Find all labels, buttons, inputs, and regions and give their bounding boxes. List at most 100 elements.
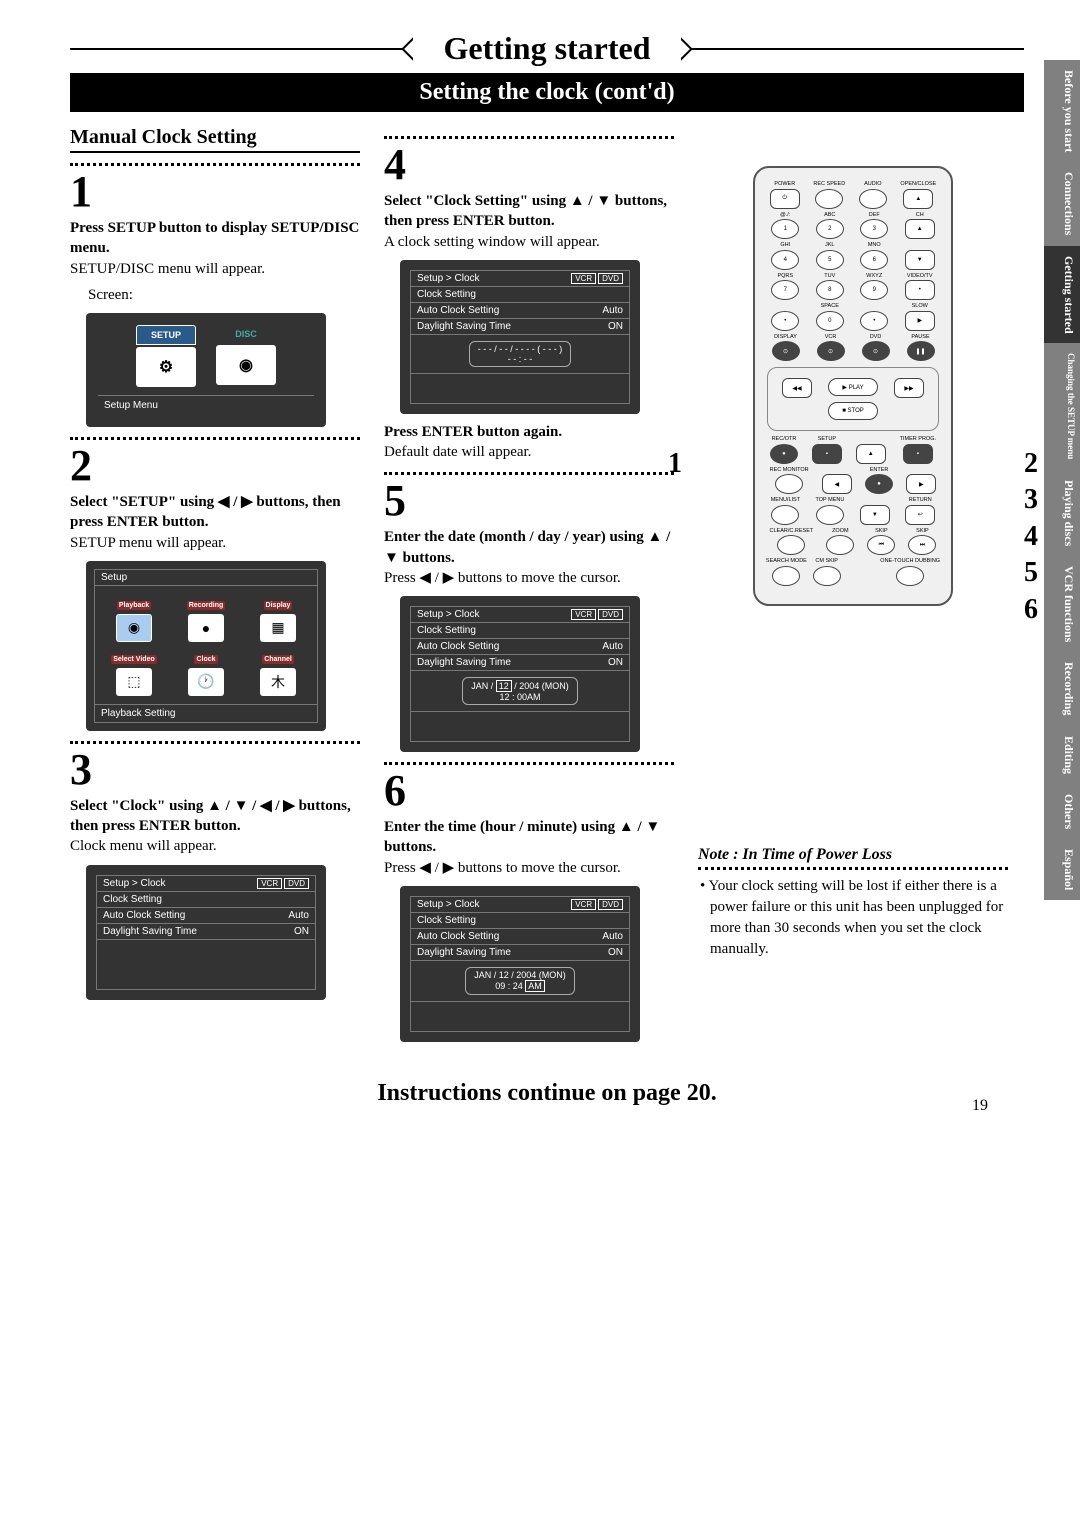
sb-row-dst: Daylight Saving TimeON xyxy=(96,924,316,940)
num-5: 5 xyxy=(816,250,844,270)
sb-header: Setup > Clock VCRDVD xyxy=(96,875,316,892)
zoom-button xyxy=(826,535,854,555)
recmon-button xyxy=(775,474,803,494)
tab-others[interactable]: Others xyxy=(1044,784,1080,839)
page: Getting started Setting the clock (cont'… xyxy=(0,0,1080,1127)
step-2-number: 2 xyxy=(70,444,360,488)
disc-tab: DISC ◉ xyxy=(216,325,276,387)
step-5-text: Press ◀ / ▶ buttons to move the cursor. xyxy=(384,568,674,588)
grid-cell-clock: Clock🕐 xyxy=(173,648,239,696)
step-2-bold: Select "SETUP" using ◀ / ▶ buttons, then… xyxy=(70,492,360,533)
step-5-bold: Enter the date (month / day / year) usin… xyxy=(384,527,674,568)
search-button xyxy=(772,566,800,586)
num-4: 4 xyxy=(771,250,799,270)
play-button: ▶ PLAY xyxy=(828,378,878,396)
tab-connections[interactable]: Connections xyxy=(1044,162,1080,245)
setup-tab-label: SETUP xyxy=(136,325,196,345)
note-text: • Your clock setting will be lost if eit… xyxy=(698,876,1008,960)
clock-screen-1: Setup > Clock VCRDVD Clock Setting Auto … xyxy=(86,865,326,1000)
num-8: 8 xyxy=(816,280,844,300)
column-left: Manual Clock Setting 1 Press SETUP butto… xyxy=(70,126,360,1050)
step-2-text: SETUP menu will appear. xyxy=(70,533,360,553)
tab-before[interactable]: Before you start xyxy=(1044,60,1080,162)
page-number: 19 xyxy=(972,1097,988,1115)
nav-down: ▼ xyxy=(860,505,890,525)
dvd-button: ⊙ xyxy=(862,341,890,361)
return-button: ↩ xyxy=(905,505,935,525)
clock-screen-2: Setup > ClockVCRDVD Clock Setting Auto C… xyxy=(400,260,640,414)
note-divider xyxy=(698,867,1008,870)
ff-button: ▶▶ xyxy=(894,378,924,398)
sb-row-clocksetting: Clock Setting xyxy=(96,892,316,908)
continue-text: Instructions continue on page 20. xyxy=(70,1080,1024,1107)
tab-playing[interactable]: Playing discs xyxy=(1044,470,1080,556)
timer-button: ▪ xyxy=(903,444,933,464)
column-right: 1 2 3 4 5 6 POWER⏻ REC SPEED AUDIO OP xyxy=(698,126,1008,1050)
step-5-number: 5 xyxy=(384,479,674,523)
num-9: 9 xyxy=(860,280,888,300)
divider xyxy=(70,741,360,744)
step-6-text: Press ◀ / ▶ buttons to move the cursor. xyxy=(384,858,674,878)
stop-button: ■ STOP xyxy=(828,402,878,420)
num-1: 1 xyxy=(771,219,799,239)
tab-getting-started[interactable]: Getting started xyxy=(1044,246,1080,344)
tab-setup-menu[interactable]: Changing the SETUP menu xyxy=(1044,343,1080,469)
sb-badges: VCRDVD xyxy=(255,878,309,889)
step-3-text: Clock menu will appear. xyxy=(70,836,360,856)
setup-grid-title: Setup xyxy=(94,569,318,586)
main-title: Getting started xyxy=(413,30,680,67)
step-4-text2: Default date will appear. xyxy=(384,442,674,462)
step-3-bold: Select "Clock" using ▲ / ▼ / ◀ / ▶ butto… xyxy=(70,796,360,837)
setup-grid: Playback◉ Recording● Display▦ Select Vid… xyxy=(94,586,318,705)
num-7: 7 xyxy=(771,280,799,300)
side-tabs: Before you start Connections Getting sta… xyxy=(1044,0,1080,1127)
setup-tab-icon: ⚙ xyxy=(136,347,196,387)
column-middle: 4 Select "Clock Setting" using ▲ / ▼ but… xyxy=(384,126,674,1050)
divider xyxy=(384,136,674,139)
clock-screen-3: Setup > ClockVCRDVD Clock Setting Auto C… xyxy=(400,596,640,752)
grid-cell-channel: Channel⽊ xyxy=(245,648,311,696)
step-1-text: SETUP/DISC menu will appear. xyxy=(70,259,360,279)
num-2: 2 xyxy=(816,219,844,239)
rec-button: ● xyxy=(770,444,798,464)
date-blank: - - - / - - / - - - - ( - - - )- - : - - xyxy=(469,341,571,367)
date-s5: JAN / 12 / 2004 (MON)12 : 00AM xyxy=(462,677,578,705)
grid-cell-selectvideo: Select Video⬚ xyxy=(101,648,167,696)
tab-editing[interactable]: Editing xyxy=(1044,726,1080,784)
ch-up: ▲ xyxy=(905,219,935,239)
clock-screen-4: Setup > ClockVCRDVD Clock Setting Auto C… xyxy=(400,886,640,1042)
date-s6: JAN / 12 / 2004 (MON)09 : 24 AM xyxy=(465,967,575,995)
sb-filler xyxy=(96,940,316,990)
skip-fwd: ⏭ xyxy=(908,535,936,555)
topmenu-button xyxy=(816,505,844,525)
sb-row-auto: Auto Clock SettingAuto xyxy=(96,908,316,924)
clear-button xyxy=(777,535,805,555)
step-6-bold: Enter the time (hour / minute) using ▲ /… xyxy=(384,817,674,858)
setup-button: ▪ xyxy=(812,444,842,464)
sb-breadcrumb: Setup > Clock xyxy=(103,878,166,889)
enter-button: ● xyxy=(865,474,893,494)
header-banner: Getting started xyxy=(70,30,1024,67)
tab-vcr[interactable]: VCR functions xyxy=(1044,556,1080,652)
cmskip-button xyxy=(813,566,841,586)
audio-button xyxy=(859,189,887,209)
columns: Manual Clock Setting 1 Press SETUP butto… xyxy=(70,126,1024,1050)
grid-cell-recording: Recording● xyxy=(173,594,239,642)
tab-espanol[interactable]: Español xyxy=(1044,839,1080,900)
nav-up: ▲ xyxy=(856,444,886,464)
num-6: 6 xyxy=(860,250,888,270)
setup-tab: SETUP ⚙ xyxy=(136,325,196,387)
step-1-bold: Press SETUP button to display SETUP/DISC… xyxy=(70,218,360,259)
setup-grid-screen: Setup Playback◉ Recording● Display▦ Sele… xyxy=(86,561,326,731)
setup-disc-screen: SETUP ⚙ DISC ◉ Setup Menu xyxy=(86,313,326,427)
nav-left: ◀ xyxy=(822,474,852,494)
tab-recording[interactable]: Recording xyxy=(1044,652,1080,725)
rew-button: ◀◀ xyxy=(782,378,812,398)
step-1-number: 1 xyxy=(70,170,360,214)
pause-button: ❚❚ xyxy=(907,341,935,361)
section-title: Manual Clock Setting xyxy=(70,126,360,153)
skip-back: ⏮ xyxy=(867,535,895,555)
openclose-button: ▲ xyxy=(903,189,933,209)
divider xyxy=(384,472,674,475)
step-3-number: 3 xyxy=(70,748,360,792)
